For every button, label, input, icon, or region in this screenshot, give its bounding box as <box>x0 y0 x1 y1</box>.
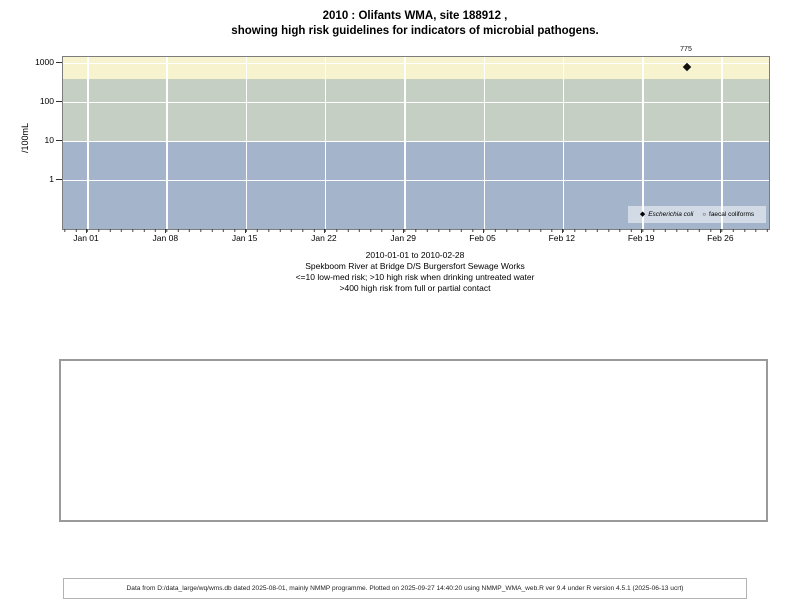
gridline-vertical <box>87 57 89 229</box>
y-tick-label: 1000 <box>35 56 54 67</box>
x-tick-mark <box>720 229 722 233</box>
y-tick-label: 100 <box>39 95 54 106</box>
x-tick-mark <box>641 229 643 233</box>
subtitle-risk-guideline-1: <=10 low-med risk; >10 high risk when dr… <box>295 272 535 282</box>
x-tick-label: Feb 12 <box>548 233 576 243</box>
gridline-vertical <box>404 57 406 229</box>
x-tick-mark <box>323 229 325 233</box>
open-circle-icon: ○ <box>702 211 707 218</box>
risk-band-high-contact <box>63 57 769 79</box>
gridline-horizontal <box>63 101 769 103</box>
x-tick-label: Jan 01 <box>73 233 99 243</box>
y-tick-mark <box>56 179 62 180</box>
legend-item-faecal-coliforms: ○ faecal coliforms <box>702 211 754 218</box>
empty-panel <box>59 359 768 522</box>
x-tick-mark <box>561 229 563 233</box>
x-axis-minor-ticks <box>63 229 769 232</box>
plot-area: ◆ Escherichia coli ○ faecal coliforms <box>62 56 770 230</box>
chart-title-line1: 2010 : Olifants WMA, site 188912 , <box>322 10 508 22</box>
x-tick-label: Jan 15 <box>231 233 258 243</box>
x-tick-label: Feb 05 <box>469 233 496 243</box>
legend-item-ecoli: ◆ Escherichia coli <box>640 211 694 218</box>
gridline-vertical <box>483 57 485 229</box>
gridline-vertical <box>721 57 723 229</box>
y-tick-mark <box>56 62 62 63</box>
risk-band-high-drinking <box>63 79 769 141</box>
x-tick-mark <box>482 229 484 233</box>
subtitle-date-range: 2010-01-01 to 2010-02-28 <box>365 250 465 260</box>
y-tick-mark <box>56 101 62 102</box>
x-tick-label: Jan 29 <box>390 233 416 243</box>
gridline-horizontal <box>63 62 769 64</box>
subtitle-site-description: Spekboom River at Bridge D/S Burgersfort… <box>305 261 525 271</box>
x-tick-mark <box>86 229 87 233</box>
subtitle-risk-guideline-2: >400 high risk from full or partial cont… <box>339 283 491 293</box>
data-point-value-label: 775 <box>680 46 692 53</box>
legend-label-ecoli: Escherichia coli <box>648 211 694 218</box>
filled-diamond-icon: ◆ <box>639 211 646 218</box>
gridline-vertical <box>166 57 168 229</box>
gridline-vertical <box>324 57 327 229</box>
y-tick-label: 10 <box>44 134 54 145</box>
y-tick-mark <box>56 140 62 141</box>
y-tick-label: 1 <box>49 173 54 184</box>
chart-title: 2010 : Olifants WMA, site 188912 , showi… <box>62 9 768 39</box>
gridline-horizontal <box>63 140 769 142</box>
plot-legend: ◆ Escherichia coli ○ faecal coliforms <box>628 206 766 223</box>
legend-label-faecal-coliforms: faecal coliforms <box>709 211 755 218</box>
x-tick-label: Feb 26 <box>707 233 734 243</box>
x-tick-label: Jan 08 <box>152 233 179 243</box>
x-tick-label: Feb 19 <box>627 233 655 243</box>
x-tick-mark <box>244 229 246 233</box>
gridline-horizontal <box>63 179 769 181</box>
chart-subtitle: 2010-01-01 to 2010-02-28 Spekboom River … <box>62 250 768 294</box>
x-tick-label: Jan 22 <box>311 233 337 243</box>
gridline-vertical <box>642 57 644 229</box>
gridline-vertical <box>562 57 565 229</box>
gridline-vertical <box>245 57 248 229</box>
chart-title-line2: showing high risk guidelines for indicat… <box>231 25 599 37</box>
footer-box: Data from D:/data_large/wq/wms.db dated … <box>63 578 747 599</box>
footer-provenance-text: Data from D:/data_large/wq/wms.db dated … <box>126 585 684 592</box>
x-tick-mark <box>165 229 167 233</box>
x-tick-mark <box>403 229 405 233</box>
